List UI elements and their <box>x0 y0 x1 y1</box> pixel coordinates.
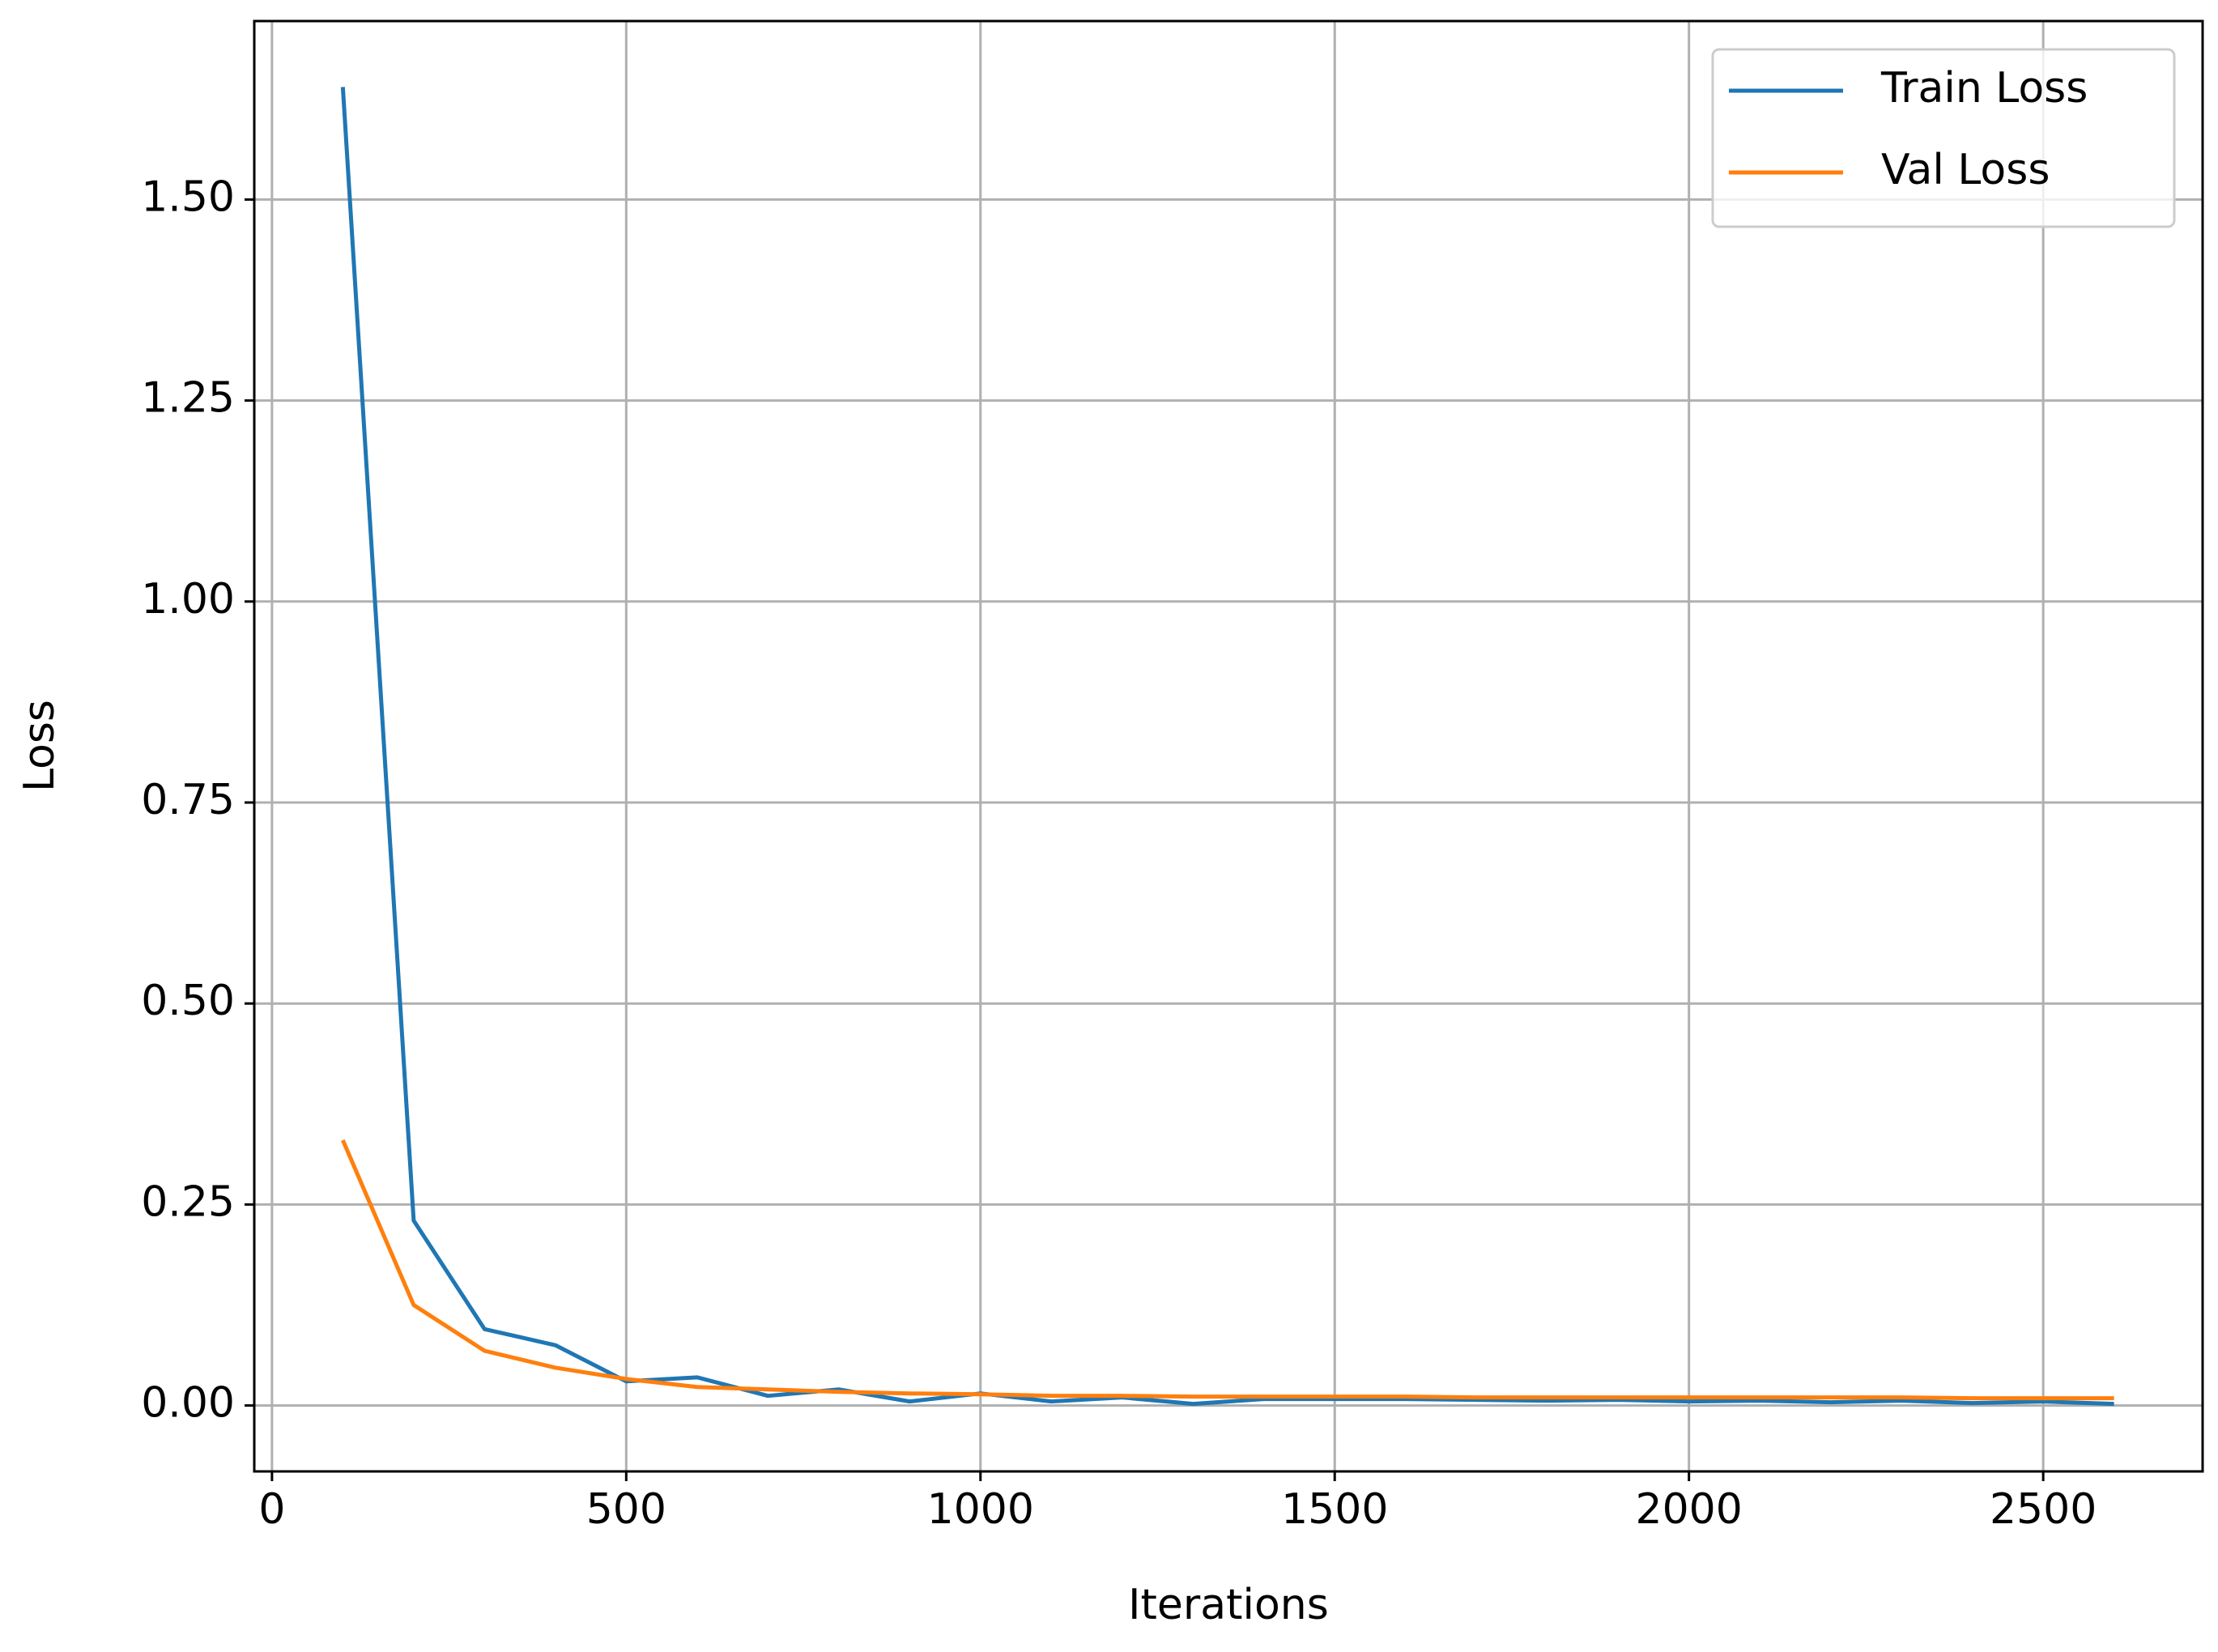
y-tick-label: 1.25 <box>141 374 235 423</box>
y-tick-label: 0.25 <box>141 1177 235 1226</box>
x-axis-label: Iterations <box>1128 1581 1329 1629</box>
y-tick-label: 1.50 <box>141 172 235 221</box>
plot-frame <box>253 19 2204 1473</box>
series-line <box>341 1139 2114 1401</box>
x-tick-label: 1000 <box>927 1485 1034 1534</box>
x-tick-label: 1500 <box>1281 1485 1388 1534</box>
x-tick-label: 2500 <box>1990 1485 2097 1534</box>
legend-label: Val Loss <box>1881 146 2050 194</box>
y-tick-label: 0.75 <box>141 776 235 824</box>
x-tick-label: 500 <box>586 1485 666 1534</box>
legend-box <box>1711 48 2176 228</box>
legend-label: Train Loss <box>1880 64 2088 113</box>
series-line <box>340 87 2114 1407</box>
y-tick-label: 0.00 <box>141 1379 235 1428</box>
y-tick-label: 1.00 <box>141 575 235 624</box>
y-tick-label: 0.50 <box>141 977 235 1025</box>
y-axis-label: Loss <box>15 700 64 792</box>
x-tick-label: 2000 <box>1636 1485 1743 1534</box>
x-tick-label: 0 <box>258 1485 285 1534</box>
